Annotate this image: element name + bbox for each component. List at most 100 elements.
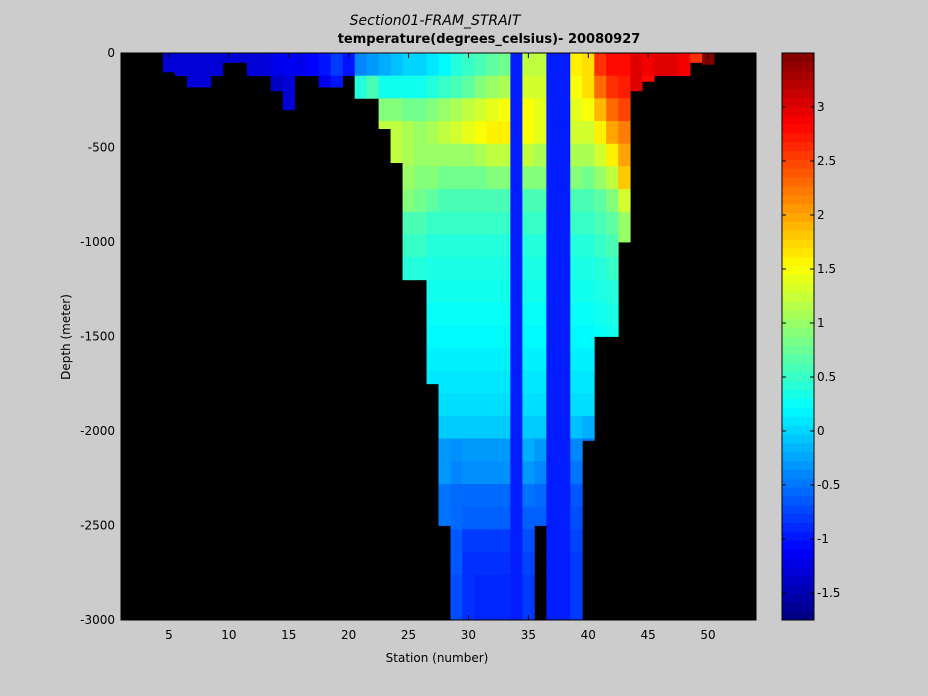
colorbar-tick-label: 1: [817, 316, 825, 330]
colorbar-segment: [782, 150, 814, 160]
x-tick-label: 50: [700, 628, 715, 642]
heatmap-cell: [402, 189, 415, 213]
colorbar-segment: [782, 141, 814, 151]
heatmap-cell: [438, 325, 451, 349]
heatmap-cell: [510, 347, 523, 371]
colorbar-segment: [782, 203, 814, 213]
heatmap-cell: [474, 393, 487, 417]
heatmap-cell: [462, 393, 475, 417]
heatmap-cell: [558, 121, 571, 145]
heatmap-cell: [534, 234, 547, 258]
heatmap-cell: [522, 302, 535, 326]
heatmap-cell: [558, 347, 571, 371]
colorbar-segment: [782, 185, 814, 196]
heatmap-cell: [438, 189, 451, 213]
heatmap-cell: [558, 574, 571, 598]
colorbar-segment: [782, 247, 814, 258]
heatmap-cell: [510, 121, 523, 145]
heatmap-cell: [498, 302, 511, 326]
heatmap-cell: [522, 211, 535, 235]
colorbar-segment: [782, 363, 814, 373]
heatmap-cell: [558, 211, 571, 235]
colorbar-tick-label: -1: [817, 532, 829, 546]
heatmap-cell: [522, 347, 535, 371]
heatmap-cell: [414, 98, 427, 122]
colorbar-segment: [782, 265, 814, 275]
x-tick-label: 40: [581, 628, 596, 642]
heatmap-cell: [498, 574, 511, 598]
heatmap-cell: [606, 234, 619, 258]
colorbar-segment: [782, 97, 814, 107]
heatmap-cell: [510, 597, 523, 621]
heatmap-cell: [486, 53, 499, 77]
colorbar-segment: [782, 301, 814, 311]
heatmap-cell: [402, 53, 415, 77]
colorbar-tick-label: -0.5: [817, 478, 840, 492]
y-tick-label: -3000: [80, 613, 115, 627]
x-tick-label: 30: [461, 628, 476, 642]
heatmap-cell: [486, 551, 499, 576]
heatmap-cell: [486, 121, 499, 145]
heatmap-cell: [474, 574, 487, 598]
colorbar-segment: [782, 504, 814, 515]
heatmap-cell: [618, 143, 631, 167]
colorbar-segment: [782, 540, 814, 550]
x-tick-label: 5: [165, 628, 173, 642]
heatmap-cell: [570, 325, 583, 349]
heatmap-cell: [510, 529, 523, 553]
heatmap-cell: [414, 53, 427, 77]
heatmap-cell: [546, 483, 559, 507]
heatmap-cell: [558, 166, 571, 190]
heatmap-cell: [498, 53, 511, 77]
heatmap-cell: [438, 461, 451, 485]
heatmap-cell: [558, 189, 571, 213]
heatmap-cell: [474, 597, 487, 621]
heatmap-cell: [618, 211, 631, 235]
colorbar-segment: [782, 239, 814, 249]
heatmap-cell: [450, 415, 463, 439]
heatmap-cell: [582, 347, 595, 371]
heatmap-cell: [558, 506, 571, 530]
heatmap-cell: [414, 75, 427, 99]
colorbar-segment: [782, 256, 814, 267]
heatmap-cell: [438, 53, 451, 77]
heatmap-cell: [498, 461, 511, 485]
colorbar-tick-label: -1.5: [817, 586, 840, 600]
heatmap-cell: [510, 234, 523, 258]
colorbar-tick-label: 2.5: [817, 154, 836, 168]
colorbar-segment: [782, 327, 814, 337]
heatmap-cell: [582, 143, 595, 167]
heatmap-cell: [486, 166, 499, 190]
colorbar-segment: [782, 61, 814, 72]
heatmap-cell: [534, 257, 547, 281]
heatmap-cell: [426, 370, 439, 385]
heatmap-cell: [486, 574, 499, 598]
heatmap-cell: [582, 234, 595, 258]
heatmap-cell: [414, 189, 427, 213]
heatmap-cell: [630, 75, 643, 92]
heatmap-cell: [426, 302, 439, 326]
heatmap-cell: [438, 98, 451, 122]
heatmap-cell: [486, 438, 499, 462]
heatmap-cell: [390, 143, 403, 164]
heatmap-cell: [558, 415, 571, 439]
heatmap-cell: [570, 415, 583, 439]
heatmap-cell: [330, 53, 344, 77]
heatmap-cell: [594, 98, 607, 122]
y-tick-label: -2000: [80, 424, 115, 438]
heatmap-cell: [510, 279, 523, 303]
heatmap-cell: [474, 53, 487, 77]
heatmap-cell: [462, 143, 475, 167]
heatmap-cell: [306, 53, 320, 77]
heatmap-cell: [486, 506, 499, 530]
heatmap-cell: [570, 393, 583, 417]
heatmap-cell: [522, 461, 535, 485]
heatmap-cell: [450, 279, 463, 303]
heatmap-cell: [510, 506, 523, 530]
heatmap-cell: [438, 483, 451, 507]
heatmap-cell: [462, 98, 475, 122]
heatmap-cell: [414, 166, 427, 190]
heatmap-cell: [498, 415, 511, 439]
heatmap-cell: [474, 370, 487, 394]
heatmap-cell: [594, 75, 607, 99]
